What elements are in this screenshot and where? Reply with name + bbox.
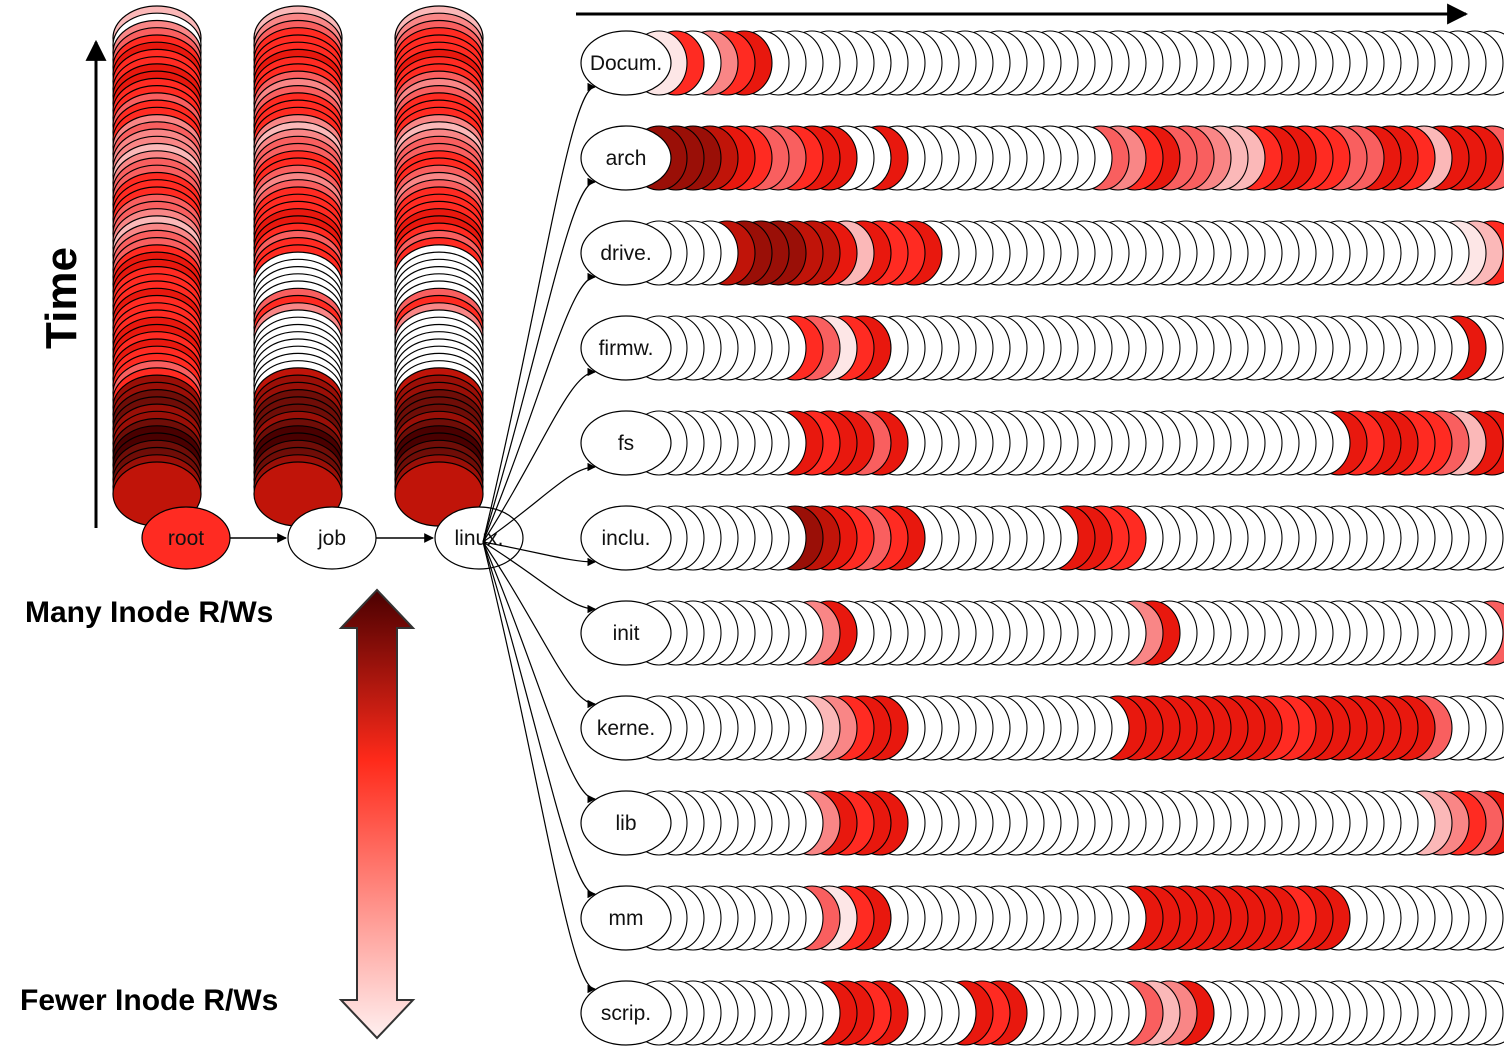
legend: Many Inode R/Ws Fewer Inode R/Ws: [20, 588, 416, 1040]
fan-edge: [482, 177, 596, 543]
directory-node-shape: [580, 220, 672, 286]
directory-node-shape: [580, 125, 672, 191]
directory-node-shape: [580, 30, 672, 96]
directory-node-label: scrip.: [601, 1002, 651, 1025]
directory-node-shape: [580, 505, 672, 571]
chain-node-label: root: [168, 527, 204, 550]
chain-history-stacks: [112, 5, 484, 527]
fan-edge: [482, 541, 596, 567]
chain-node-root: root: [141, 506, 231, 570]
directory-node-shape: [580, 410, 672, 476]
legend-bottom-label: Fewer Inode R/Ws: [20, 984, 278, 1017]
directory-row-inclu: inclu.: [580, 505, 1504, 571]
time-axis-label: Time: [37, 247, 86, 349]
directory-node-shape: [580, 695, 672, 761]
directory-node-label: init: [613, 622, 640, 645]
chain-node-label: job: [317, 527, 346, 550]
history-stack-0: [112, 5, 202, 527]
directory-node-label: lib: [615, 812, 636, 835]
directory-row-kerne: kerne.: [580, 695, 1504, 761]
directory-node-shape: [580, 315, 672, 381]
history-stack-2: [394, 5, 484, 527]
directory-node-label: firmw.: [599, 337, 654, 360]
history-stack-1: [253, 5, 343, 527]
fan-edge: [482, 272, 596, 543]
legend-gradient-arrow: [338, 588, 416, 1040]
directory-row-drive: drive.: [580, 220, 1504, 286]
directory-row-arch: arch: [580, 125, 1504, 191]
directory-row-docum: Docum.: [580, 30, 1504, 96]
directory-node-shape: [580, 885, 672, 951]
fan-edge: [482, 541, 596, 804]
fan-out-edges: [482, 82, 596, 994]
directory-row-mm: mm: [580, 885, 1504, 951]
fan-edge: [482, 82, 596, 543]
directory-node-label: drive.: [600, 242, 651, 265]
directory-rows: Docum. arch drive. firmw. fs inclu. init kerne.…: [580, 30, 1504, 1046]
chain-node-label: linux.: [454, 527, 503, 550]
chain-nodes: root job linux.: [141, 506, 524, 570]
directory-node-shape: [580, 980, 672, 1046]
directory-row-scrip: scrip.: [580, 980, 1504, 1046]
directory-node-label: mm: [609, 907, 644, 930]
directory-node-label: inclu.: [601, 527, 650, 550]
directory-node-shape: [580, 600, 672, 666]
directory-node-label: arch: [606, 147, 647, 170]
directory-node-label: fs: [618, 432, 634, 455]
directory-node-shape: [580, 790, 672, 856]
directory-node-label: kerne.: [597, 717, 655, 740]
chain-node-shape: [287, 506, 377, 570]
directory-row-init: init: [580, 600, 1504, 666]
fan-edge: [482, 462, 596, 543]
fan-edge: [482, 541, 596, 709]
chain-node-job: job: [287, 506, 377, 570]
directory-row-firmw: firmw.: [580, 315, 1504, 381]
legend-top-label: Many Inode R/Ws: [25, 596, 273, 629]
fan-edge: [482, 541, 596, 614]
directory-row-lib: lib: [580, 790, 1504, 856]
fan-edge: [482, 541, 596, 994]
directory-node-label: Docum.: [590, 52, 662, 75]
directory-row-fs: fs: [580, 410, 1504, 476]
fan-edge: [482, 541, 596, 899]
fan-edge: [482, 367, 596, 543]
chain-node-shape: [141, 506, 231, 570]
